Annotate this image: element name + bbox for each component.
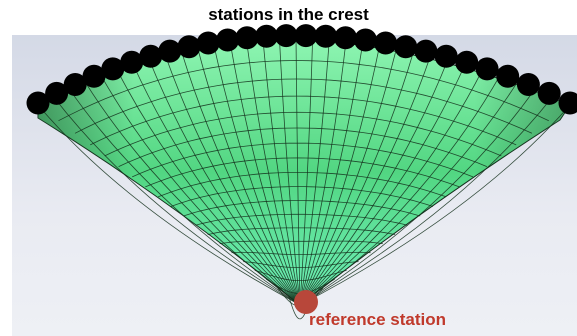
mesh-radial-line <box>299 58 449 306</box>
mesh-radial-line <box>180 50 301 306</box>
crest-station <box>235 26 259 50</box>
figure-title: stations in the crest <box>208 5 369 24</box>
mesh-ring-line <box>104 111 502 157</box>
mesh-ring-line <box>90 95 517 146</box>
mesh-radial-line <box>279 37 301 306</box>
crest-station <box>516 73 540 96</box>
mesh-ring-line <box>207 227 396 235</box>
mesh-radial-line <box>37 104 301 306</box>
mesh-radial-line <box>299 69 484 306</box>
reference-station <box>294 290 318 314</box>
mesh-radial-line <box>299 75 501 306</box>
crest-station <box>314 24 338 48</box>
mesh-ring-line <box>118 127 488 167</box>
crest-station <box>177 35 201 59</box>
mesh-radial-line <box>84 81 301 306</box>
crest-station <box>374 31 398 55</box>
mesh-radial-line <box>132 63 301 306</box>
mesh-radial-line <box>246 39 301 306</box>
mesh-radial-line <box>164 54 301 306</box>
mesh-ring-line <box>74 78 533 134</box>
mesh-radial-line <box>299 39 347 306</box>
crest-station <box>101 57 125 81</box>
mesh-radial-line <box>299 37 314 306</box>
mesh-radial-line <box>229 41 301 306</box>
mesh-radial-line <box>299 88 536 306</box>
crest-station <box>455 50 479 74</box>
crest-station <box>434 44 458 68</box>
mesh-shading <box>38 38 570 305</box>
crest-station <box>26 91 50 115</box>
mesh-ring-line <box>231 251 371 255</box>
crest-station <box>274 24 298 48</box>
mesh-radial-line <box>116 69 301 306</box>
mesh-radial-line <box>196 46 301 306</box>
crest-station <box>475 57 499 81</box>
crest-station <box>537 81 561 105</box>
mesh-radial-line <box>299 54 432 306</box>
mesh-radial-line <box>262 38 301 306</box>
mesh-radial-line <box>299 41 364 306</box>
mesh-ring-line <box>195 213 408 226</box>
mesh-radial-line <box>299 38 330 306</box>
crest-station <box>255 24 278 48</box>
mesh-radial-line <box>100 75 301 306</box>
mesh-radial-line <box>299 96 553 306</box>
crest-station <box>120 50 144 74</box>
crest-stations <box>26 24 577 115</box>
crest-station <box>294 24 318 48</box>
crest-station <box>158 39 182 63</box>
crest-station <box>496 64 520 88</box>
mesh-radial-line <box>299 81 518 306</box>
crest-station <box>334 26 357 50</box>
mesh-radial-line <box>148 58 301 306</box>
crest-station <box>196 31 220 55</box>
mesh-radial-line <box>299 46 398 306</box>
mesh-radial-line <box>69 88 301 306</box>
mesh-radial-line <box>299 44 381 306</box>
crest-station <box>394 35 418 59</box>
mesh-radial-line <box>299 50 415 306</box>
crest-station <box>216 28 240 52</box>
mesh-ring-line <box>145 157 460 188</box>
mesh-surface <box>37 37 571 320</box>
crest-station <box>45 81 69 105</box>
mesh-radial-line <box>295 37 301 306</box>
mesh-radial-line <box>213 44 301 306</box>
mesh-radial-line <box>53 96 301 306</box>
mesh-ring-line <box>158 171 447 198</box>
mesh-radial-line <box>299 104 571 306</box>
mesh-ring-line <box>243 261 359 269</box>
crest-station <box>82 64 106 88</box>
mesh-grid-lines <box>37 37 571 320</box>
crest-station <box>63 73 87 96</box>
mesh-ring-line <box>170 186 434 207</box>
crest-station <box>354 28 377 52</box>
mesh-ring-line <box>219 240 383 245</box>
reference-station-label: reference station <box>309 310 446 329</box>
crest-station <box>558 91 577 115</box>
mesh-ring-line <box>254 270 347 282</box>
crest-station <box>414 39 438 63</box>
mesh-ring-line <box>183 200 421 217</box>
crest-station <box>139 44 163 68</box>
mesh-ring-line <box>58 60 549 122</box>
mesh-ring-line <box>132 142 474 178</box>
